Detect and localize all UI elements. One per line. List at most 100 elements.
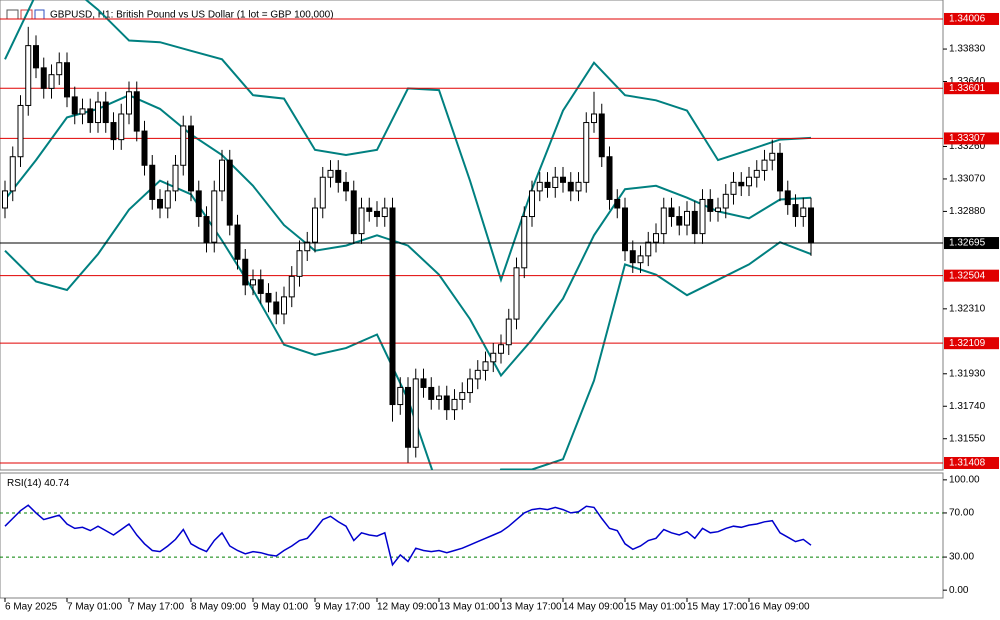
candle-body [784, 190, 791, 206]
candle-body [498, 344, 505, 354]
level-label: 1.33307 [944, 132, 999, 145]
x-tick-label: 7 May 01:00 [67, 602, 122, 613]
level-label-text: 1.33307 [949, 133, 986, 144]
level-label-text: 1.33601 [949, 83, 986, 94]
candle-body [753, 169, 760, 178]
candle-body [606, 156, 613, 200]
candle-body [436, 395, 443, 400]
candle-body [180, 125, 187, 166]
candle-body [513, 267, 520, 320]
y-tick-label: 1.33070 [949, 174, 986, 185]
candle-body [629, 250, 636, 264]
current-price-box [944, 237, 999, 250]
candle-body [211, 190, 218, 243]
candle-body [381, 207, 388, 218]
level-label-box [944, 12, 999, 25]
x-tick-label: 13 May 17:00 [501, 602, 562, 613]
candle-body [645, 241, 652, 257]
candle-body [412, 378, 419, 448]
candle-body [598, 113, 605, 158]
candle-body [32, 45, 39, 69]
candle-body [591, 113, 598, 124]
x-tick-label: 9 May 01:00 [253, 602, 308, 613]
candle-body [405, 386, 412, 448]
candle-body [769, 152, 776, 161]
candle-body [226, 159, 233, 226]
candle-body [715, 207, 722, 212]
price-pane [0, 0, 944, 471]
band-lower [4, 179, 812, 470]
candle-body [730, 181, 737, 195]
level-label-box [944, 337, 999, 350]
chart-title: GBPUSD, H1: British Pound vs US Dollar (… [50, 10, 334, 21]
y-tick-label: 1.32880 [949, 206, 986, 217]
x-tick-label: 14 May 09:00 [563, 602, 624, 613]
candle-body [288, 275, 295, 298]
candle-body [257, 279, 264, 294]
level-label: 1.32504 [944, 269, 999, 282]
y-tick-label: 1.31740 [949, 401, 986, 412]
candle-body [567, 181, 574, 192]
candle-body [133, 91, 140, 132]
candle-body [281, 296, 288, 315]
candle-body [25, 45, 32, 106]
candle-body [691, 210, 698, 235]
candle-body [126, 91, 133, 115]
candle-body [420, 378, 427, 388]
level-label-text: 1.32504 [949, 270, 986, 281]
candle-body [250, 279, 257, 286]
candle-body [560, 176, 567, 183]
candle-body [71, 96, 78, 115]
candle-body [1, 190, 8, 209]
level-label: 1.33601 [944, 82, 999, 95]
candle-body [40, 67, 47, 89]
x-tick-label: 7 May 17:00 [129, 602, 184, 613]
candle-body [614, 198, 621, 209]
candle-body [637, 255, 644, 264]
level-label: 1.32109 [944, 337, 999, 350]
candle-body [622, 207, 629, 252]
rsi-value: 40.74 [44, 478, 69, 489]
rsi-title: RSI(14) 40.74 [7, 478, 70, 489]
y-tick-label: 1.33640 [949, 76, 986, 87]
candle-body [273, 301, 280, 315]
candle-body [490, 352, 497, 363]
candle-body [234, 224, 241, 260]
candle-body [9, 156, 16, 192]
candle-body [676, 216, 683, 226]
current-price-text: 1.32695 [949, 238, 986, 249]
rsi-name: RSI(14) [7, 478, 41, 489]
rsi-tick-label: 100.00 [949, 474, 980, 485]
candle-body [79, 108, 86, 115]
candle-body [467, 378, 474, 394]
y-tick-label: 1.32310 [949, 303, 986, 314]
x-tick-label: 12 May 09:00 [377, 602, 438, 613]
candle-body [505, 318, 512, 346]
candle-body [374, 210, 381, 218]
candle-body [428, 386, 435, 400]
candle-body [312, 207, 319, 243]
candle-body [738, 181, 745, 187]
y-tick-label: 1.31930 [949, 368, 986, 379]
candle-body [56, 62, 63, 76]
candle-body [474, 369, 481, 380]
candle-body [808, 207, 815, 244]
candle-body [110, 122, 117, 141]
candle-body [17, 104, 24, 158]
y-tick-label: 1.33830 [949, 44, 986, 55]
x-tick-label: 6 May 2025 [5, 602, 58, 613]
candle-body [87, 108, 94, 124]
candle-body [304, 241, 311, 252]
band-upper [4, 0, 812, 284]
candle-body [536, 181, 543, 192]
rsi-pane [0, 472, 944, 599]
candle-body [242, 258, 249, 286]
x-tick-label: 8 May 09:00 [191, 602, 246, 613]
candle-body [451, 398, 458, 411]
candle-body [684, 210, 691, 226]
rsi-tick-label: 70.00 [949, 508, 974, 519]
level-label-text: 1.34006 [949, 14, 986, 25]
candle-body [188, 125, 195, 192]
